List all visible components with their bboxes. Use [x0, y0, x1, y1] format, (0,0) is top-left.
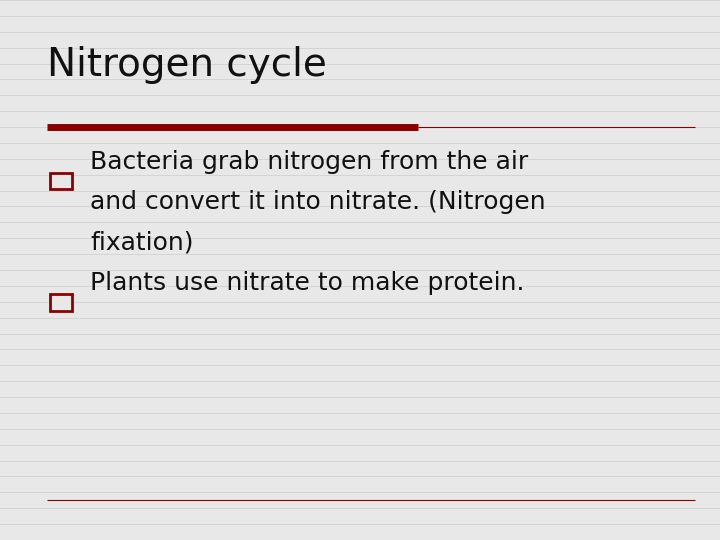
Text: and convert it into nitrate. (Nitrogen: and convert it into nitrate. (Nitrogen	[90, 191, 546, 214]
Text: Nitrogen cycle: Nitrogen cycle	[47, 46, 327, 84]
Text: fixation): fixation)	[90, 231, 194, 255]
Bar	[50, 294, 72, 310]
Bar	[50, 173, 72, 189]
Text: Bacteria grab nitrogen from the air: Bacteria grab nitrogen from the air	[90, 150, 528, 174]
Text: Plants use nitrate to make protein.: Plants use nitrate to make protein.	[90, 272, 524, 295]
